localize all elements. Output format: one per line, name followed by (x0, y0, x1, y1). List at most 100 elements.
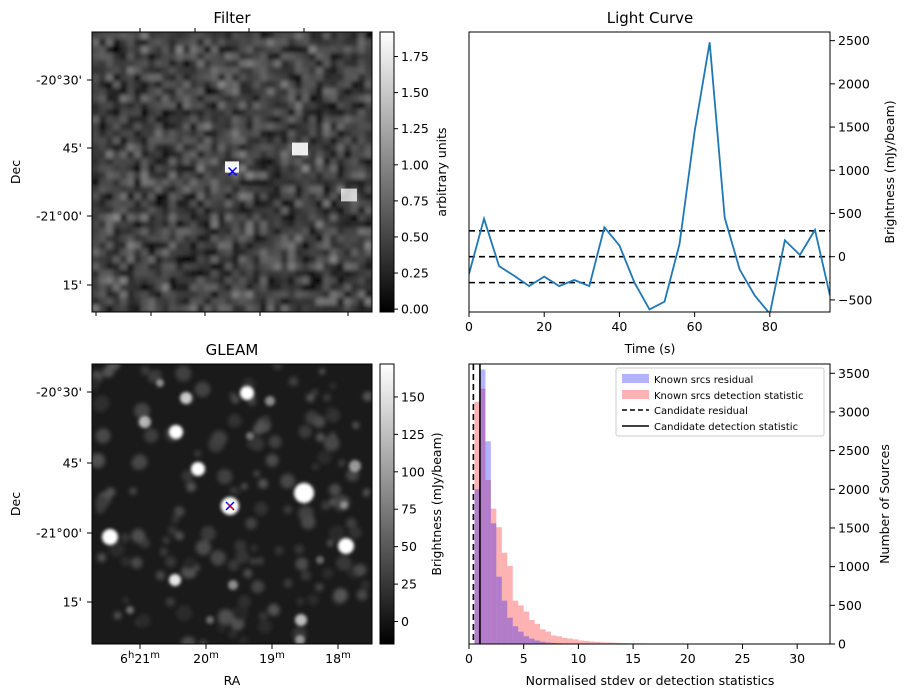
filter-pixel (232, 39, 240, 47)
filter-pixel (120, 256, 128, 264)
ra-tick-label: 18m (325, 650, 351, 666)
filter-pixel (190, 123, 198, 131)
filter-pixel (267, 81, 275, 89)
filter-pixel (225, 256, 233, 264)
filter-pixel (106, 193, 114, 201)
filter-pixel (274, 102, 282, 110)
y-tick-label: 0 (838, 249, 846, 264)
filter-pixel (176, 46, 184, 54)
gleam-image (92, 364, 372, 644)
filter-pixel (176, 228, 184, 236)
gleam-x-ticks: 6h21m 20m 19m 18m (120, 644, 351, 666)
ra-tick-label: 20m (193, 650, 219, 666)
filter-pixel (183, 158, 191, 166)
filter-pixel (92, 242, 100, 250)
filter-pixel (358, 284, 366, 292)
filter-pixel (141, 284, 149, 292)
filter-pixel (120, 39, 128, 47)
gleam-noise-blob (227, 413, 242, 428)
filter-pixel (225, 123, 233, 131)
filter-pixel (232, 193, 240, 201)
filter-pixel (120, 165, 128, 173)
filter-pixel (323, 270, 331, 278)
filter-pixel (246, 81, 254, 89)
gleam-noise-blob (176, 605, 193, 622)
filter-pixel (274, 74, 282, 82)
filter-pixel (134, 284, 142, 292)
filter-pixel (204, 305, 212, 312)
filter-pixel (225, 137, 233, 145)
filter-pixel (281, 130, 289, 138)
filter-pixel (253, 74, 261, 82)
filter-pixel (330, 298, 338, 306)
filter-pixel (267, 263, 275, 271)
filter-pixel (337, 46, 345, 54)
filter-pixel (127, 60, 135, 68)
filter-pixel (148, 116, 156, 124)
filter-pixel (288, 270, 296, 278)
gleam-noise-blob (329, 525, 345, 542)
filter-pixel (155, 102, 163, 110)
histogram-bar (496, 527, 502, 644)
gleam-noise-blob (363, 488, 371, 496)
filter-pixel (134, 305, 142, 312)
filter-pixel (106, 60, 114, 68)
filter-pixel (134, 74, 142, 82)
filter-pixel (351, 291, 359, 299)
filter-pixel (253, 193, 261, 201)
filter-pixel (232, 305, 240, 312)
gleam-noise-blob (306, 393, 315, 402)
histogram-bar (496, 576, 502, 644)
filter-pixel (169, 67, 177, 75)
filter-pixel (92, 144, 100, 152)
filter-pixel (330, 158, 338, 166)
colorbar-tick-label: 25 (401, 577, 417, 592)
filter-pixel (239, 284, 247, 292)
filter-pixel (134, 249, 142, 257)
filter-pixel (267, 32, 275, 40)
filter-pixel (288, 235, 296, 243)
gleam-noise-blob (140, 365, 150, 376)
filter-pixel (127, 165, 135, 173)
filter-pixel (99, 214, 107, 222)
gleam-noise-blob (346, 517, 357, 529)
filter-pixel (155, 158, 163, 166)
filter-pixel (225, 263, 233, 271)
filter-pixel (183, 130, 191, 138)
filter-pixel (246, 298, 254, 306)
filter-pixel (302, 193, 310, 201)
histogram-bar (534, 640, 541, 644)
filter-pixel (120, 200, 128, 208)
filter-pixel (330, 242, 338, 250)
filter-pixel (365, 249, 372, 257)
filter-pixel (99, 158, 107, 166)
gleam-colorbar (380, 364, 394, 644)
filter-pixel (120, 207, 128, 215)
y-tick-label: 2500 (838, 33, 870, 48)
gleam-noise-blob (321, 500, 331, 511)
filter-pixel (218, 186, 226, 194)
filter-pixel (253, 137, 261, 145)
filter-pixel (309, 284, 317, 292)
filter-pixel (323, 158, 331, 166)
filter-pixel (127, 235, 135, 243)
filter-pixel (302, 53, 310, 61)
filter-pixel (225, 221, 233, 229)
filter-pixel (358, 144, 366, 152)
filter-pixel (365, 214, 372, 222)
filter-pixel (204, 214, 212, 222)
filter-pixel (218, 228, 226, 236)
filter-pixel (351, 67, 359, 75)
filter-pixel (274, 39, 282, 47)
gleam-noise-blob (298, 425, 312, 439)
filter-pixel (162, 249, 170, 257)
filter-pixel (232, 81, 240, 89)
filter-pixel (232, 67, 240, 75)
filter-pixel (155, 256, 163, 264)
filter-pixel (169, 39, 177, 47)
filter-pixel (239, 158, 247, 166)
filter-pixel (323, 130, 331, 138)
filter-pixel (239, 130, 247, 138)
filter-pixel (330, 74, 338, 82)
filter-pixel (204, 193, 212, 201)
